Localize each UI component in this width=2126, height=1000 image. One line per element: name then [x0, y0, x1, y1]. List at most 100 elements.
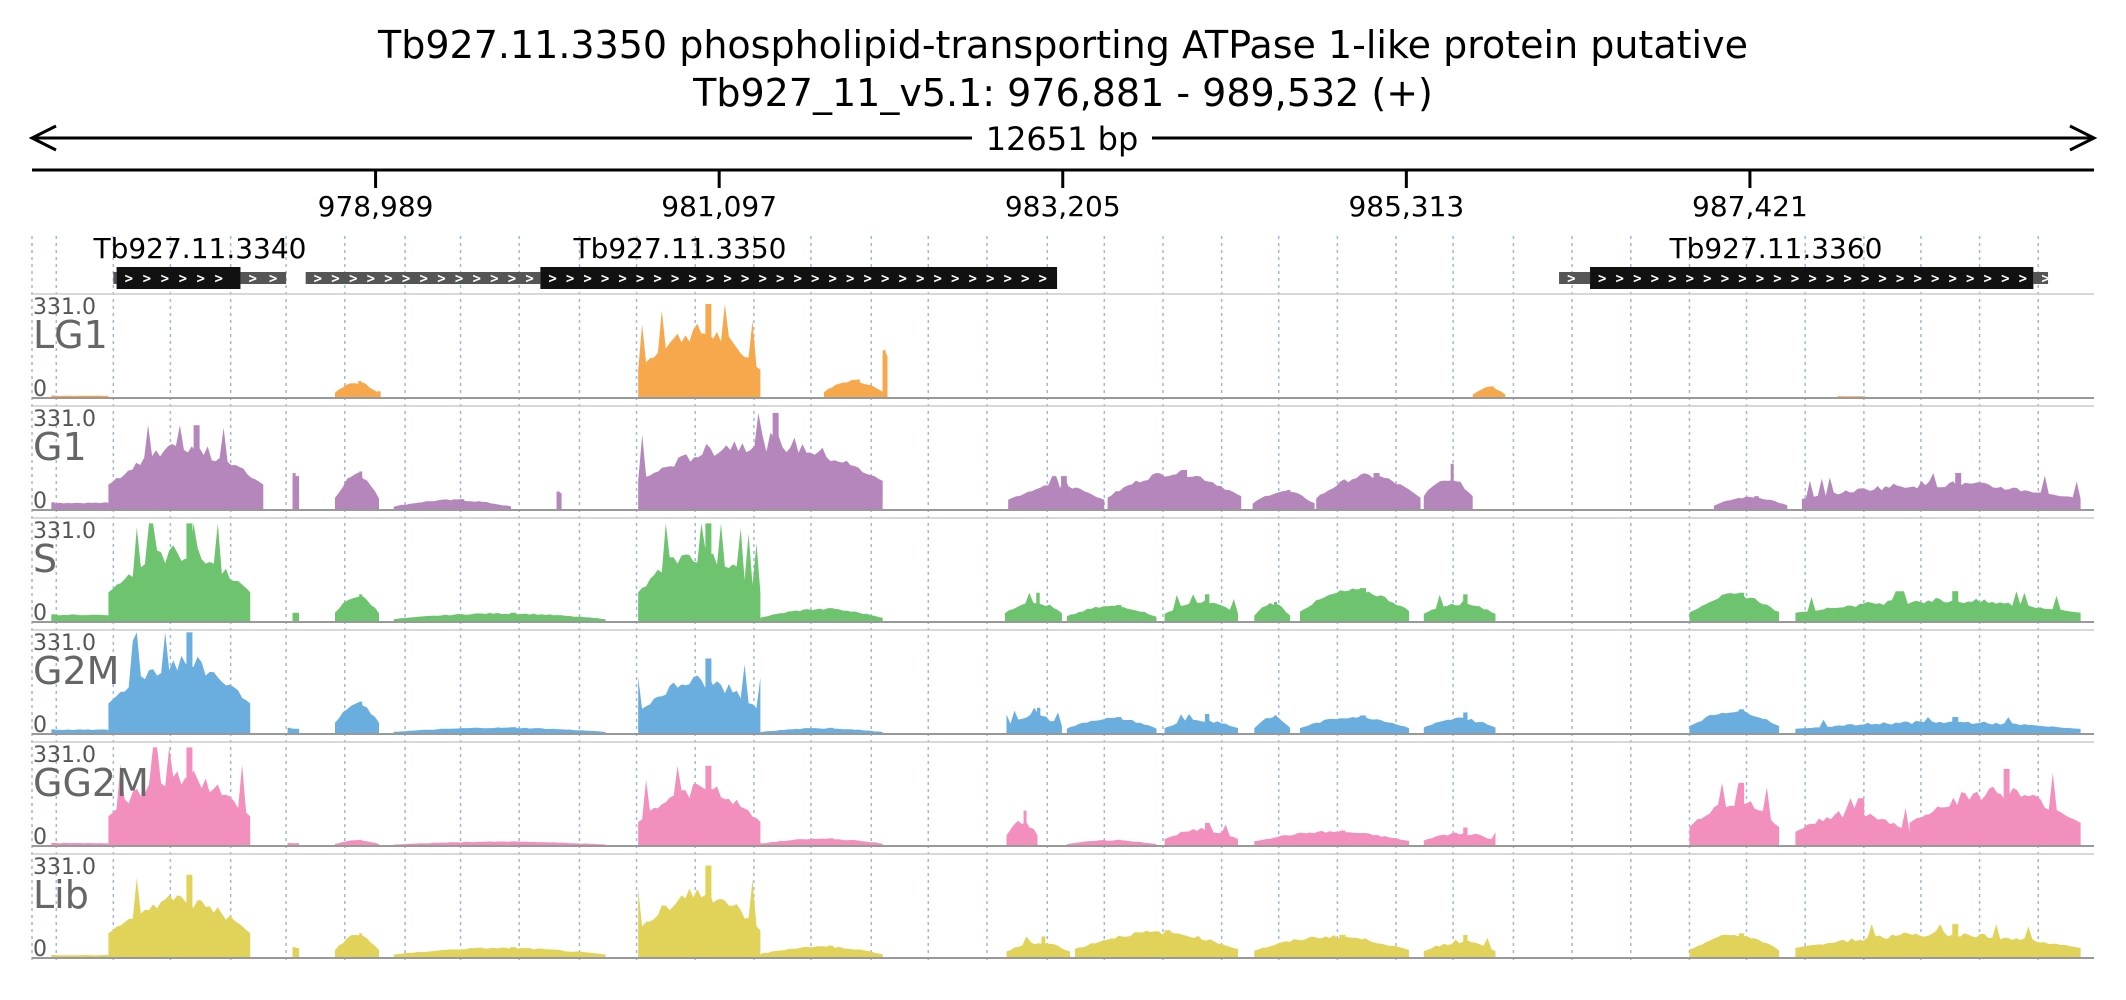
coverage-peak — [359, 933, 363, 958]
gene-name-label: Tb927.11.3340 — [92, 232, 306, 265]
coverage-area — [1006, 707, 1062, 734]
coverage-area — [1795, 717, 2081, 734]
coverage-area — [393, 841, 606, 846]
coverage-peak — [705, 304, 712, 398]
coverage-area — [1423, 480, 1473, 510]
coverage-peak — [1490, 386, 1494, 398]
coverage-area — [1252, 490, 1315, 510]
coverage-peak — [458, 499, 465, 510]
coverage-peak — [292, 473, 296, 510]
coverage-peak — [1463, 934, 1468, 958]
coverage-area — [393, 499, 512, 510]
coverage-area — [335, 596, 380, 622]
coverage-peak — [1181, 469, 1188, 510]
coverage-peak — [1955, 473, 1962, 510]
track-scale-min: 0 — [33, 489, 47, 514]
coverage-peak — [1116, 717, 1122, 734]
coverage-peak — [1204, 594, 1210, 622]
coverage-peak — [510, 612, 517, 622]
coverage-peak — [510, 947, 517, 958]
coverage-peak — [510, 841, 517, 846]
coverage-peak — [1273, 715, 1277, 734]
coverage-peak — [1952, 924, 1959, 958]
coverage-area — [760, 608, 883, 622]
track-scale-min: 0 — [33, 937, 47, 962]
tick-label: 983,205 — [1005, 190, 1121, 223]
coverage-area — [1801, 473, 2081, 510]
coverage-peak — [1041, 936, 1046, 958]
coverage-peak — [1738, 709, 1745, 734]
span-arrow-left-icon — [28, 124, 57, 152]
coverage-tracks: 331.00LG1331.00G1331.00S331.00G2M331.00G… — [32, 293, 2094, 962]
coverage-area — [393, 612, 606, 622]
coverage-peak — [1037, 707, 1041, 734]
coverage-area — [51, 729, 109, 734]
coverage-peak — [556, 491, 560, 510]
track-scale-min: 0 — [33, 377, 47, 402]
coverage-area — [1164, 822, 1238, 846]
gene-name-label: Tb927.11.3360 — [1668, 232, 1882, 265]
gene-cds — [540, 267, 1058, 289]
coverage-peak — [1463, 827, 1468, 846]
coverage-area — [638, 412, 883, 510]
gene-track: >>>>>>>>>Tb927.11.3340>>>>>>>>>>>>>>>>>>… — [92, 232, 2050, 289]
gene-model: >>>>>>>>>>>>> >>>>>>>>>>>>>>>>>>>>>>>>>>>… — [305, 232, 1058, 289]
coverage-peak — [1738, 592, 1745, 622]
coverage-area — [1795, 591, 2081, 622]
coverage-peak — [1450, 463, 1454, 510]
coverage-area — [1689, 782, 1780, 846]
tick-label: 978,989 — [318, 190, 434, 223]
coverage-area — [1006, 820, 1038, 846]
gene-utr — [1559, 272, 1591, 284]
coverage-peak — [51, 729, 55, 734]
track-label: G2M — [33, 649, 119, 693]
coverage-peak — [1952, 591, 1959, 622]
gene-utr — [305, 272, 541, 284]
coverage-peak — [827, 727, 834, 734]
track-scale-max: 331.0 — [33, 631, 96, 656]
gene-cds — [1590, 267, 2034, 289]
strand-arrows-icon: > — [1567, 271, 1575, 287]
coverage-peak — [1286, 489, 1291, 510]
coverage-area — [1795, 924, 2081, 958]
gene-utr — [2033, 272, 2049, 284]
coverage-area — [1713, 496, 1788, 510]
coverage-peak — [1738, 782, 1745, 846]
coverage-peak — [1061, 476, 1067, 510]
coverage-area — [108, 523, 251, 622]
coverage-area — [1689, 710, 1780, 734]
coverage-peak — [359, 701, 363, 734]
tick-label: 987,421 — [1692, 190, 1808, 223]
coverage-peak — [51, 395, 55, 398]
track-scale-min: 0 — [33, 825, 47, 850]
coverage-peak — [359, 471, 363, 510]
axis-ticks: 978,989 981,097 983,205 985,313 987,421 — [318, 170, 1808, 223]
track-scale-min: 0 — [33, 601, 47, 626]
coverage-peak — [510, 727, 517, 734]
coverage-peak — [1463, 594, 1468, 622]
track-lg1: 331.0 0 LG1 — [32, 293, 2094, 402]
coverage-peak — [186, 632, 193, 734]
coverage-peak — [882, 350, 886, 398]
coverage-area — [1254, 830, 1410, 846]
track-label: G1 — [33, 425, 87, 469]
coverage-peak — [1339, 934, 1346, 958]
coverage-area — [1066, 717, 1157, 734]
track-label: LG1 — [33, 313, 108, 357]
coverage-peak — [359, 594, 363, 622]
track-lib: 331.0 0 Lib — [32, 853, 2094, 962]
coverage-peak — [705, 865, 712, 958]
coverage-peak — [1204, 713, 1210, 734]
tick-label: 985,313 — [1348, 190, 1464, 223]
coverage-area — [1254, 935, 1410, 958]
coverage-area — [108, 747, 251, 846]
track-g1: 331.0 0 G1 — [32, 405, 2094, 514]
coverage-peak — [1023, 810, 1027, 846]
coverage-area — [638, 765, 761, 846]
strand-arrows-icon: >>>>>>>>>>>>> — [314, 271, 534, 287]
coverage-peak — [193, 425, 200, 510]
coverage-area — [1008, 476, 1105, 510]
gene-utr — [113, 272, 117, 284]
coverage-peak — [51, 502, 55, 510]
